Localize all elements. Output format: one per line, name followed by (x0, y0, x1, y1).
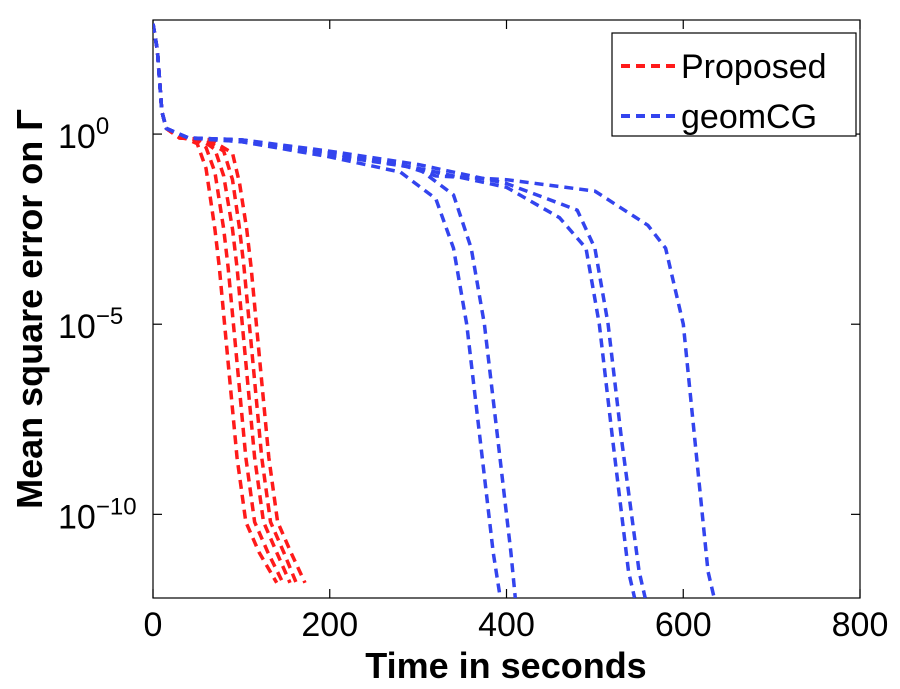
legend-box (611, 32, 857, 137)
x-axis: 0 200 400 600 800 (144, 20, 889, 644)
x-tick-label: 400 (478, 606, 535, 644)
y-tick-label: 10−10 (58, 493, 137, 536)
y-tick-label: 10−5 (58, 303, 123, 346)
series-line-geomcg-9 (153, 23, 716, 598)
x-tick-label: 800 (832, 606, 889, 644)
y-axis-title: Mean square error on Γ (9, 109, 50, 509)
x-tick-label: 200 (301, 606, 358, 644)
series-layer (153, 23, 716, 598)
x-tick-label: 600 (655, 606, 712, 644)
legend: Proposed geomCG (611, 32, 857, 137)
x-axis-title: Time in seconds (365, 645, 646, 686)
x-tick-label: 0 (144, 606, 163, 644)
legend-label-proposed: Proposed (681, 48, 827, 86)
legend-label-geomcg: geomCG (681, 98, 817, 136)
y-tick-label: 100 (58, 113, 109, 156)
